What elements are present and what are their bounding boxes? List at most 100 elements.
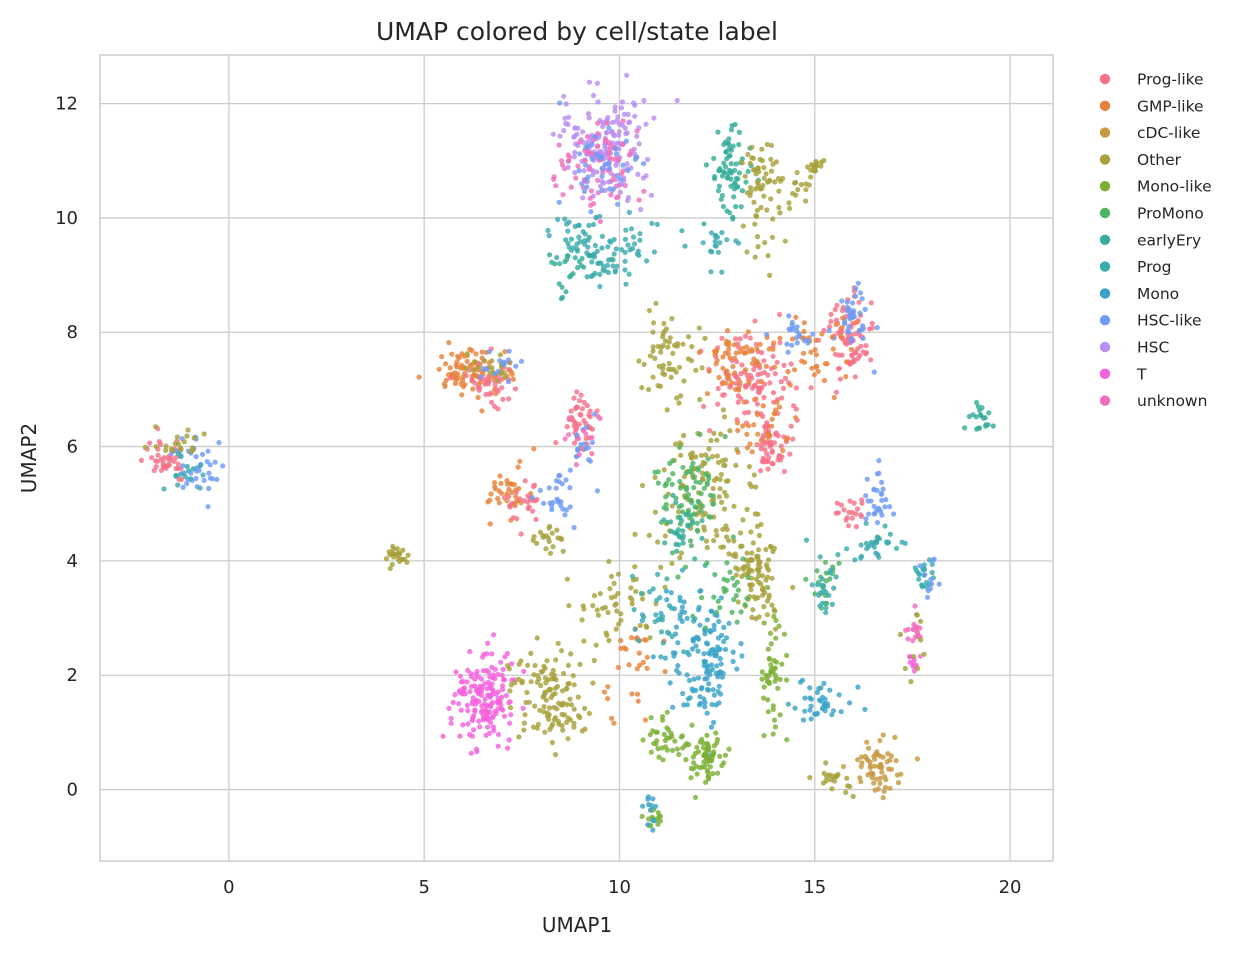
data-point: [822, 361, 829, 367]
data-point: [730, 143, 736, 149]
data-point: [830, 346, 836, 352]
data-point: [762, 424, 768, 430]
data-point: [785, 349, 791, 355]
data-point: [664, 747, 670, 753]
data-point: [650, 796, 656, 802]
data-point: [744, 249, 750, 255]
data-point: [495, 368, 501, 374]
data-point: [518, 358, 525, 364]
data-point: [853, 285, 859, 292]
data-point: [679, 567, 686, 573]
data-point: [722, 646, 729, 653]
data-point: [786, 200, 792, 206]
data-point: [588, 188, 595, 194]
data-point: [505, 379, 512, 385]
data-point: [838, 502, 845, 508]
data-point: [763, 363, 769, 369]
data-point: [566, 680, 572, 687]
data-point: [913, 612, 920, 618]
data-point: [724, 372, 731, 378]
data-point: [670, 350, 676, 356]
data-point: [690, 520, 696, 526]
data-point: [509, 661, 515, 667]
data-point: [702, 625, 709, 631]
data-point: [641, 98, 647, 104]
data-point: [974, 399, 980, 406]
data-point: [173, 472, 179, 478]
data-point: [887, 531, 894, 537]
data-point: [743, 179, 749, 185]
data-point: [857, 310, 863, 316]
data-point: [846, 523, 852, 529]
data-point: [670, 492, 676, 498]
data-point: [666, 477, 672, 483]
data-point: [624, 72, 630, 78]
data-point: [595, 260, 601, 266]
data-point: [469, 717, 475, 723]
legend-marker: [1099, 341, 1111, 353]
data-point: [761, 175, 767, 181]
data-point: [390, 546, 397, 552]
data-point: [840, 763, 847, 770]
data-point: [624, 161, 630, 167]
data-point: [749, 550, 755, 556]
data-point: [733, 593, 739, 599]
data-point: [852, 557, 858, 563]
data-point: [599, 233, 606, 239]
data-point: [605, 269, 612, 276]
data-point: [778, 443, 784, 449]
data-point: [551, 672, 558, 678]
data-point: [740, 556, 746, 562]
data-point: [771, 657, 777, 664]
data-point: [927, 586, 934, 592]
data-point: [747, 441, 753, 447]
data-point: [450, 699, 456, 706]
data-point: [618, 176, 624, 182]
data-point: [747, 160, 753, 166]
data-point: [802, 359, 808, 365]
data-point: [823, 760, 829, 766]
data-point: [575, 446, 581, 452]
data-point: [699, 365, 705, 371]
data-point: [574, 425, 580, 431]
data-point: [162, 463, 168, 470]
data-point: [498, 480, 504, 486]
data-point: [699, 736, 705, 743]
data-point: [702, 676, 708, 682]
data-point: [482, 696, 488, 702]
data-point: [717, 240, 723, 246]
data-point: [751, 472, 757, 478]
data-point: [174, 434, 180, 440]
data-point: [197, 485, 203, 491]
data-point: [737, 336, 743, 342]
data-point: [905, 626, 911, 633]
data-point: [543, 697, 549, 703]
data-point: [936, 581, 942, 587]
data-point: [784, 677, 790, 683]
data-point: [649, 220, 655, 226]
data-point: [620, 118, 626, 124]
data-point: [661, 467, 667, 473]
data-point: [694, 527, 701, 534]
data-point: [707, 758, 713, 764]
data-point: [528, 679, 534, 685]
data-point: [744, 595, 750, 601]
data-point: [863, 520, 869, 527]
data-point: [506, 486, 512, 492]
data-point: [702, 335, 708, 341]
data-point: [767, 380, 773, 386]
data-point: [770, 346, 776, 352]
data-point: [723, 523, 729, 529]
data-point: [871, 544, 877, 550]
data-point: [849, 300, 856, 306]
data-point: [868, 300, 874, 306]
data-point: [790, 584, 796, 591]
data-point: [721, 506, 728, 512]
data-point: [625, 242, 631, 248]
data-point: [667, 335, 673, 341]
data-point: [563, 101, 569, 107]
legend-marker: [1099, 395, 1111, 406]
data-point: [761, 165, 767, 171]
data-point: [563, 477, 569, 483]
data-point: [175, 482, 181, 488]
